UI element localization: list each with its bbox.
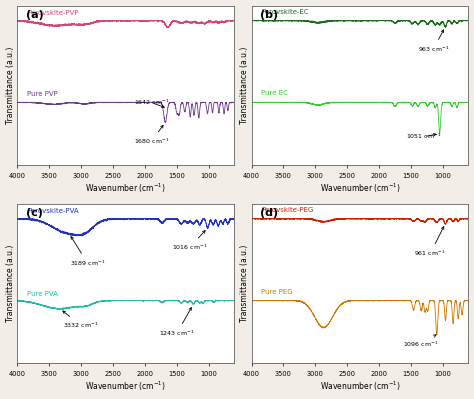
Text: (d): (d): [260, 208, 278, 218]
Text: Perovskite-PVP: Perovskite-PVP: [27, 10, 78, 16]
Text: Pure PVA: Pure PVA: [27, 290, 58, 296]
Text: Pure PVP: Pure PVP: [27, 91, 58, 97]
Y-axis label: Transmittance (a.u.): Transmittance (a.u.): [240, 245, 249, 322]
Text: 963 cm$^{-1}$: 963 cm$^{-1}$: [418, 30, 449, 54]
Text: 3189 cm$^{-1}$: 3189 cm$^{-1}$: [70, 237, 105, 268]
Text: Perovskite-EC: Perovskite-EC: [261, 9, 309, 15]
Y-axis label: Transmittance (a.u.): Transmittance (a.u.): [240, 47, 249, 124]
Text: 1096 cm$^{-1}$: 1096 cm$^{-1}$: [403, 335, 438, 349]
X-axis label: Wavenumber (cm$^{-1}$): Wavenumber (cm$^{-1}$): [319, 182, 401, 196]
Text: Perovskite-PVA: Perovskite-PVA: [27, 208, 79, 214]
Text: 1051 cm$^{-1}$: 1051 cm$^{-1}$: [406, 132, 442, 142]
Text: Perovskite-PEG: Perovskite-PEG: [261, 207, 313, 213]
Text: (a): (a): [26, 10, 44, 20]
Text: Pure PEG: Pure PEG: [261, 288, 293, 294]
Text: 961 cm$^{-1}$: 961 cm$^{-1}$: [414, 227, 446, 258]
X-axis label: Wavenumber (cm$^{-1}$): Wavenumber (cm$^{-1}$): [85, 182, 166, 196]
Text: 1642 cm$^{-1}$: 1642 cm$^{-1}$: [134, 98, 169, 108]
Text: (c): (c): [26, 208, 43, 218]
Text: 3332 cm$^{-1}$: 3332 cm$^{-1}$: [63, 311, 99, 330]
Text: 1243 cm$^{-1}$: 1243 cm$^{-1}$: [159, 308, 194, 338]
Y-axis label: Transmittance (a.u.): Transmittance (a.u.): [6, 47, 15, 124]
Text: Pure EC: Pure EC: [261, 91, 288, 97]
X-axis label: Wavenumber (cm$^{-1}$): Wavenumber (cm$^{-1}$): [319, 380, 401, 393]
Text: 1016 cm$^{-1}$: 1016 cm$^{-1}$: [172, 231, 207, 252]
Text: (b): (b): [260, 10, 278, 20]
X-axis label: Wavenumber (cm$^{-1}$): Wavenumber (cm$^{-1}$): [85, 380, 166, 393]
Y-axis label: Transmittance (a.u.): Transmittance (a.u.): [6, 245, 15, 322]
Text: 1680 cm$^{-1}$: 1680 cm$^{-1}$: [134, 125, 169, 146]
